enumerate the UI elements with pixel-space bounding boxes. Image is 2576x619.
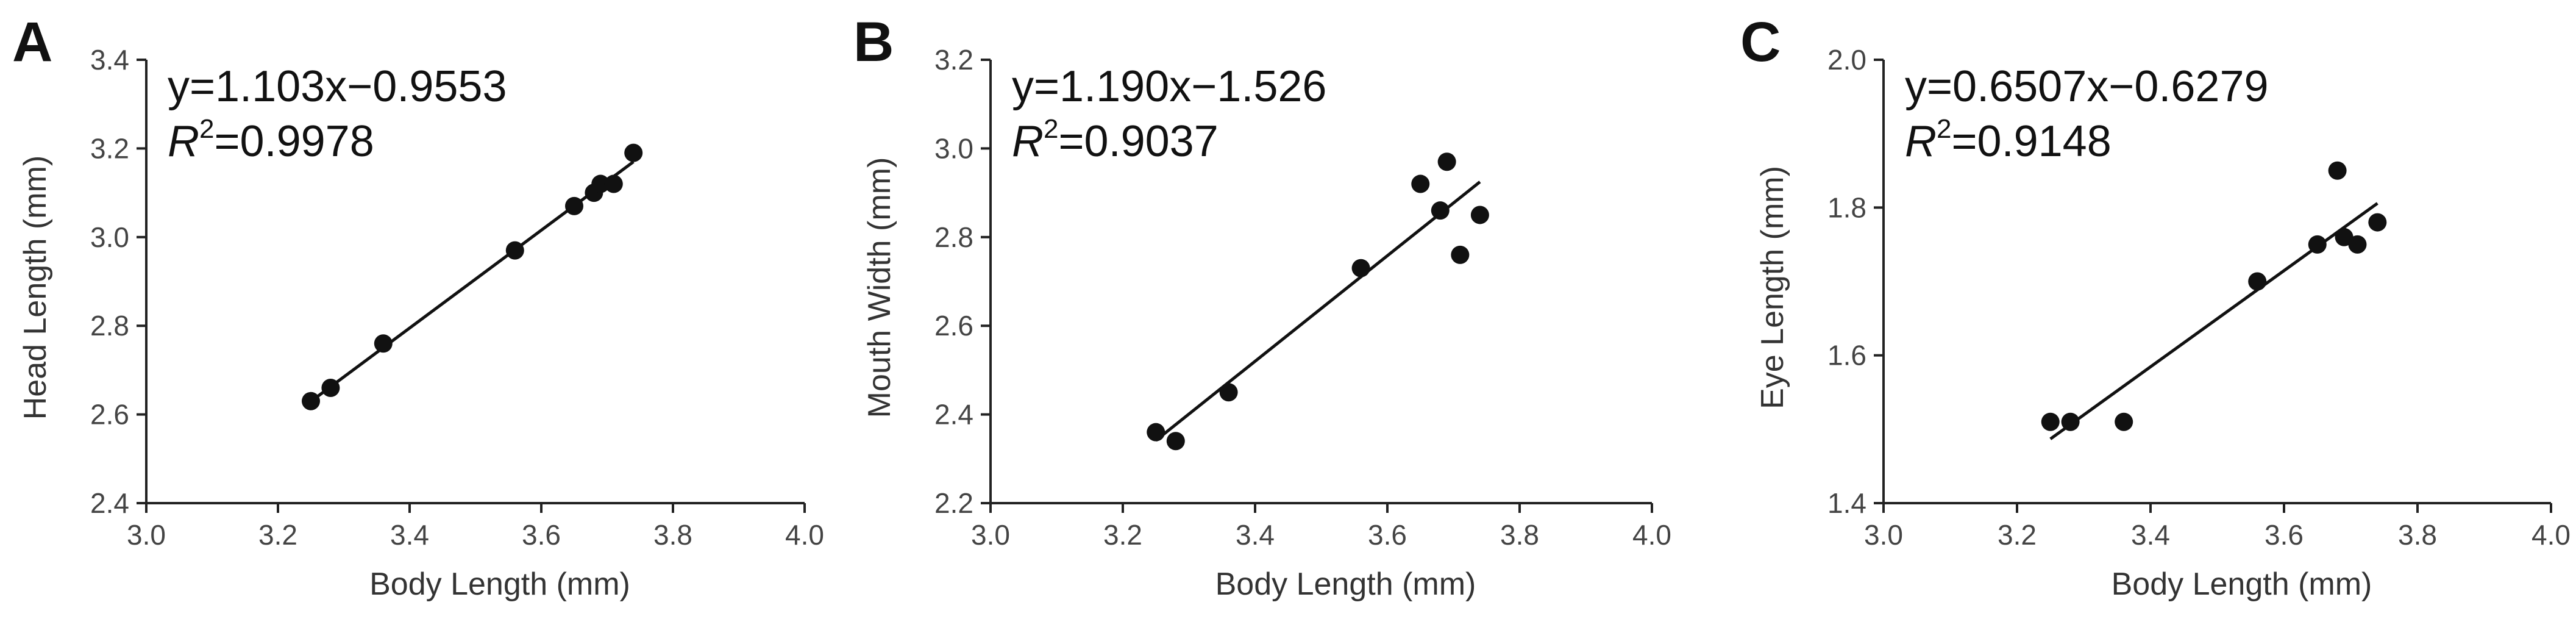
data-point xyxy=(2368,213,2387,232)
y-tick-label: 1.6 xyxy=(1827,340,1866,371)
x-tick-label: 4.0 xyxy=(785,519,824,551)
r-squared-value: =0.9037 xyxy=(1058,117,1218,166)
x-tick-label: 3.2 xyxy=(1998,519,2037,551)
x-axis-title: Body Length (mm) xyxy=(2112,567,2372,602)
data-point xyxy=(2248,272,2267,291)
y-tick-label: 2.4 xyxy=(90,487,129,519)
superscript-2: 2 xyxy=(1044,114,1058,144)
data-point xyxy=(321,378,340,397)
data-point xyxy=(2115,412,2133,431)
panel-label: B xyxy=(853,11,894,73)
regression-line xyxy=(1155,181,1481,442)
y-tick-label: 3.2 xyxy=(90,132,129,164)
y-tick-label: 2.6 xyxy=(934,310,973,342)
x-tick-label: 3.8 xyxy=(2398,519,2437,551)
y-tick-label: 3.0 xyxy=(90,221,129,253)
data-point xyxy=(1166,432,1185,451)
y-tick-label: 2.2 xyxy=(934,487,973,519)
x-tick-label: 3.2 xyxy=(258,519,297,551)
y-axis-title: Eye Length (mm) xyxy=(1755,166,1790,409)
data-point xyxy=(624,143,643,162)
data-point xyxy=(1351,259,1370,277)
y-tick-label: 3.2 xyxy=(934,44,973,76)
r-squared-value: =0.9148 xyxy=(1951,117,2111,166)
x-tick-label: 4.0 xyxy=(2532,519,2571,551)
data-point xyxy=(1451,245,1470,264)
r-squared-annotation: R2=0.9037 xyxy=(1012,114,1219,166)
r-symbol: R xyxy=(168,117,199,166)
x-tick-label: 3.4 xyxy=(1236,519,1275,551)
y-tick-label: 3.4 xyxy=(90,44,129,76)
y-tick-label: 3.0 xyxy=(934,132,973,164)
y-tick-label: 2.6 xyxy=(90,399,129,431)
data-point xyxy=(2041,412,2060,431)
x-tick-label: 3.8 xyxy=(1500,519,1539,551)
regression-line xyxy=(2049,202,2379,440)
regression-equation: y=1.103x−0.9553 xyxy=(168,62,507,111)
x-axis-title: Body Length (mm) xyxy=(369,567,630,602)
data-point xyxy=(2308,235,2327,254)
chart-panel-b: B 3.0 3.2 3.4 3.6 3.8 4.0 2.2 2.4 2.6 2.8 3.0 3.2 Bod… xyxy=(853,11,1671,602)
data-point xyxy=(604,174,623,193)
panel-label: A xyxy=(12,11,52,73)
r-squared-annotation: R2=0.9148 xyxy=(1905,114,2112,166)
chart-panel-a: A 3.0 3.2 3.4 3.6 3.8 4.0 2.4 2.6 2.8 3.0 3.2 3.4 Bod… xyxy=(12,11,824,602)
superscript-2: 2 xyxy=(199,114,214,144)
r-squared-value: =0.9978 xyxy=(214,117,374,166)
data-point xyxy=(2335,227,2354,246)
x-tick-label: 3.6 xyxy=(1368,519,1407,551)
data-point xyxy=(1219,383,1238,402)
r-squared-annotation: R2=0.9978 xyxy=(168,114,374,166)
x-tick-label: 3.8 xyxy=(653,519,692,551)
regression-equation: y=0.6507x−0.6279 xyxy=(1905,62,2269,111)
y-tick-label: 2.4 xyxy=(934,399,973,431)
x-tick-label: 3.4 xyxy=(2131,519,2170,551)
data-point xyxy=(2061,412,2080,431)
data-point xyxy=(2348,235,2367,254)
x-tick-label: 3.0 xyxy=(1864,519,1903,551)
y-axis-title: Head Length (mm) xyxy=(18,156,53,420)
y-tick-label: 2.8 xyxy=(934,221,973,253)
y-tick-label: 1.8 xyxy=(1827,191,1866,223)
superscript-2: 2 xyxy=(1937,114,1951,144)
data-point xyxy=(302,392,320,410)
chart-panel-c: C 3.0 3.2 3.4 3.6 3.8 4.0 1.4 1.6 1.8 2.0 Body Leng… xyxy=(1740,11,2571,602)
x-tick-label: 3.4 xyxy=(390,519,429,551)
panel-label: C xyxy=(1740,11,1781,73)
data-point xyxy=(374,334,393,353)
x-axis-title: Body Length (mm) xyxy=(1215,567,1476,602)
data-point xyxy=(1470,206,1489,224)
data-point xyxy=(591,174,610,193)
data-point xyxy=(1147,423,1165,442)
y-tick-label: 1.4 xyxy=(1827,487,1866,519)
y-tick-label: 2.0 xyxy=(1827,44,1866,76)
data-point xyxy=(565,196,583,215)
x-tick-label: 3.2 xyxy=(1103,519,1142,551)
data-point xyxy=(1431,201,1450,220)
x-tick-label: 3.6 xyxy=(522,519,561,551)
data-point xyxy=(1437,152,1456,171)
data-point xyxy=(505,241,524,260)
data-point xyxy=(2328,161,2347,180)
r-symbol: R xyxy=(1012,117,1044,166)
regression-equation: y=1.190x−1.526 xyxy=(1012,62,1326,111)
data-point xyxy=(1411,174,1430,193)
y-axis-title: Mouth Width (mm) xyxy=(862,157,897,418)
y-tick-label: 2.8 xyxy=(90,310,129,342)
r-symbol: R xyxy=(1905,117,1937,166)
x-tick-label: 3.0 xyxy=(127,519,166,551)
regression-line xyxy=(310,160,635,403)
x-tick-label: 3.6 xyxy=(2265,519,2304,551)
x-tick-label: 4.0 xyxy=(1632,519,1671,551)
x-tick-label: 3.0 xyxy=(971,519,1010,551)
